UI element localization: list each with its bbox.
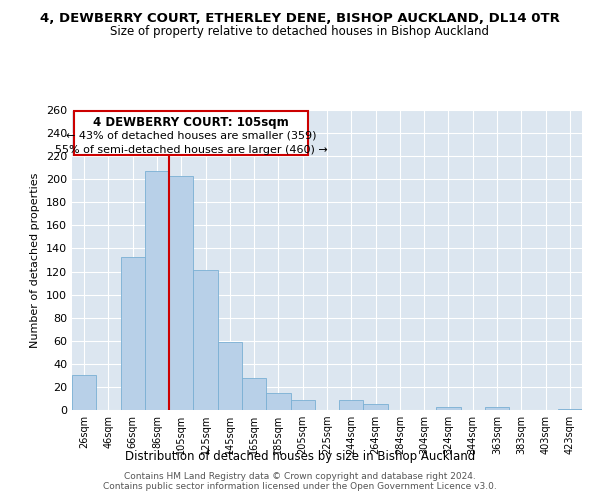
Bar xyxy=(193,270,218,410)
Text: Contains public sector information licensed under the Open Government Licence v3: Contains public sector information licen… xyxy=(103,482,497,491)
Bar xyxy=(364,404,388,410)
Bar xyxy=(74,111,308,155)
Text: 4 DEWBERRY COURT: 105sqm: 4 DEWBERRY COURT: 105sqm xyxy=(93,116,289,129)
Text: Contains HM Land Registry data © Crown copyright and database right 2024.: Contains HM Land Registry data © Crown c… xyxy=(124,472,476,481)
Y-axis label: Number of detached properties: Number of detached properties xyxy=(31,172,40,348)
Bar xyxy=(242,378,266,410)
Bar xyxy=(436,406,461,410)
Bar xyxy=(169,176,193,410)
Bar xyxy=(558,409,582,410)
Bar xyxy=(121,256,145,410)
Text: 4, DEWBERRY COURT, ETHERLEY DENE, BISHOP AUCKLAND, DL14 0TR: 4, DEWBERRY COURT, ETHERLEY DENE, BISHOP… xyxy=(40,12,560,26)
Bar xyxy=(485,406,509,410)
Bar xyxy=(339,400,364,410)
Text: 55% of semi-detached houses are larger (460) →: 55% of semi-detached houses are larger (… xyxy=(55,144,328,154)
Bar xyxy=(72,376,96,410)
Bar xyxy=(145,171,169,410)
Text: Distribution of detached houses by size in Bishop Auckland: Distribution of detached houses by size … xyxy=(125,450,475,463)
Bar xyxy=(218,342,242,410)
Text: ← 43% of detached houses are smaller (359): ← 43% of detached houses are smaller (35… xyxy=(66,131,316,141)
Text: Size of property relative to detached houses in Bishop Auckland: Size of property relative to detached ho… xyxy=(110,25,490,38)
Bar xyxy=(290,400,315,410)
Bar xyxy=(266,392,290,410)
